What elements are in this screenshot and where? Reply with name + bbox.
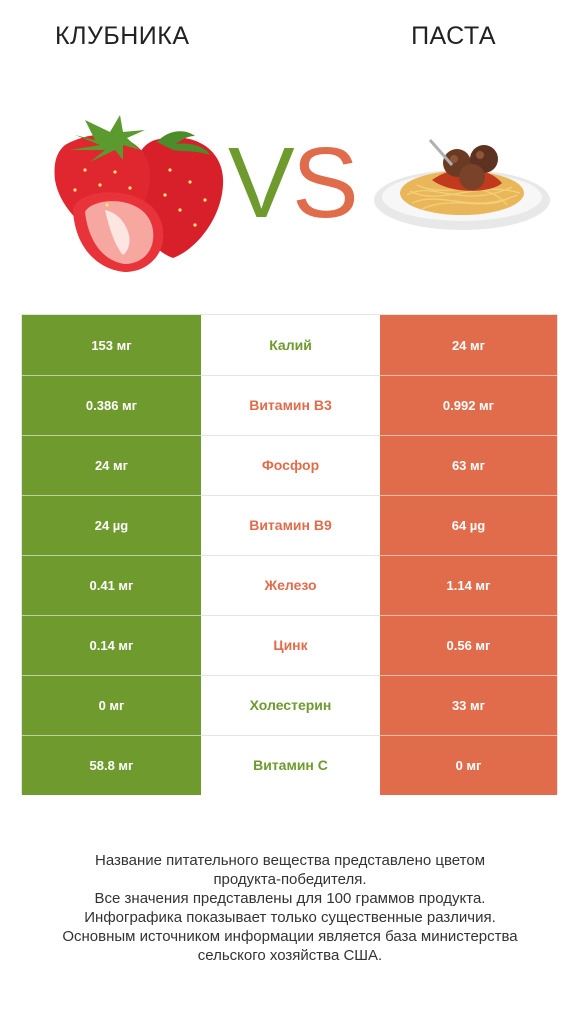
footnote-line: Название питательного вещества представл… (94, 852, 486, 869)
row-divider (201, 555, 380, 556)
right-value: 0 мг (380, 735, 557, 795)
table-row: 153 мг Калий 24 мг (22, 315, 557, 375)
right-value: 1.14 мг (380, 555, 557, 615)
row-divider (22, 735, 201, 736)
table-row: 0.386 мг Витамин B3 0.992 мг (22, 375, 557, 435)
table-row: 24 мг Фосфор 63 мг (22, 435, 557, 495)
left-value: 0.14 мг (22, 615, 201, 675)
left-value: 0 мг (22, 675, 201, 735)
row-divider (201, 675, 380, 676)
row-divider (22, 495, 201, 496)
right-product-title: ПАСТА (411, 22, 496, 50)
right-value: 0.56 мг (380, 615, 557, 675)
spaghetti-plate-image (374, 139, 550, 230)
table-row: 24 µg Витамин B9 64 µg (22, 495, 557, 555)
row-divider (22, 675, 201, 676)
row-divider (22, 375, 201, 376)
row-divider (22, 435, 201, 436)
left-value: 0.386 мг (22, 375, 201, 435)
left-value: 153 мг (22, 315, 201, 375)
row-divider (201, 615, 380, 616)
footnote: Название питательного вещества представл… (10, 851, 570, 965)
row-divider (22, 615, 201, 616)
row-divider (201, 375, 380, 376)
row-divider (380, 735, 557, 736)
footnote-line: Инфографика показывает только существенн… (84, 909, 496, 926)
row-divider (22, 555, 201, 556)
vs-letter-s: S (292, 127, 359, 239)
footnote-line: Основным источником информации является … (62, 928, 518, 945)
row-divider (380, 675, 557, 676)
right-value: 64 µg (380, 495, 557, 555)
nutrient-name: Цинк (201, 615, 380, 675)
vs-letter-v: V (228, 127, 295, 239)
table-row: 0.41 мг Железо 1.14 мг (22, 555, 557, 615)
row-divider (201, 495, 380, 496)
row-divider (380, 555, 557, 556)
left-value: 24 µg (22, 495, 201, 555)
footnote-line: сельского хозяйства США. (197, 947, 383, 964)
right-value: 33 мг (380, 675, 557, 735)
right-value: 63 мг (380, 435, 557, 495)
left-value: 24 мг (22, 435, 201, 495)
left-product-title: КЛУБНИКА (55, 22, 190, 50)
nutrient-name: Витамин C (201, 735, 380, 795)
row-divider (380, 375, 557, 376)
row-divider (201, 735, 380, 736)
nutrient-name: Витамин B9 (201, 495, 380, 555)
table-row: 0 мг Холестерин 33 мг (22, 675, 557, 735)
left-value: 58.8 мг (22, 735, 201, 795)
footnote-line: продукта-победителя. (213, 871, 367, 888)
left-value: 0.41 мг (22, 555, 201, 615)
right-value: 24 мг (380, 315, 557, 375)
nutrient-name: Фосфор (201, 435, 380, 495)
nutrient-name: Калий (201, 315, 380, 375)
strawberry-image (54, 115, 224, 272)
footnote-line: Все значения представлены для 100 граммо… (94, 890, 486, 907)
row-divider (380, 615, 557, 616)
nutrient-name: Витамин B3 (201, 375, 380, 435)
table-row: 0.14 мг Цинк 0.56 мг (22, 615, 557, 675)
nutrient-name: Железо (201, 555, 380, 615)
row-divider (380, 495, 557, 496)
row-divider (201, 435, 380, 436)
right-value: 0.992 мг (380, 375, 557, 435)
row-divider (380, 435, 557, 436)
nutrient-comparison-table: 153 мг Калий 24 мг 0.386 мг Витамин B3 0.992 … (21, 314, 558, 795)
nutrient-name: Холестерин (201, 675, 380, 735)
